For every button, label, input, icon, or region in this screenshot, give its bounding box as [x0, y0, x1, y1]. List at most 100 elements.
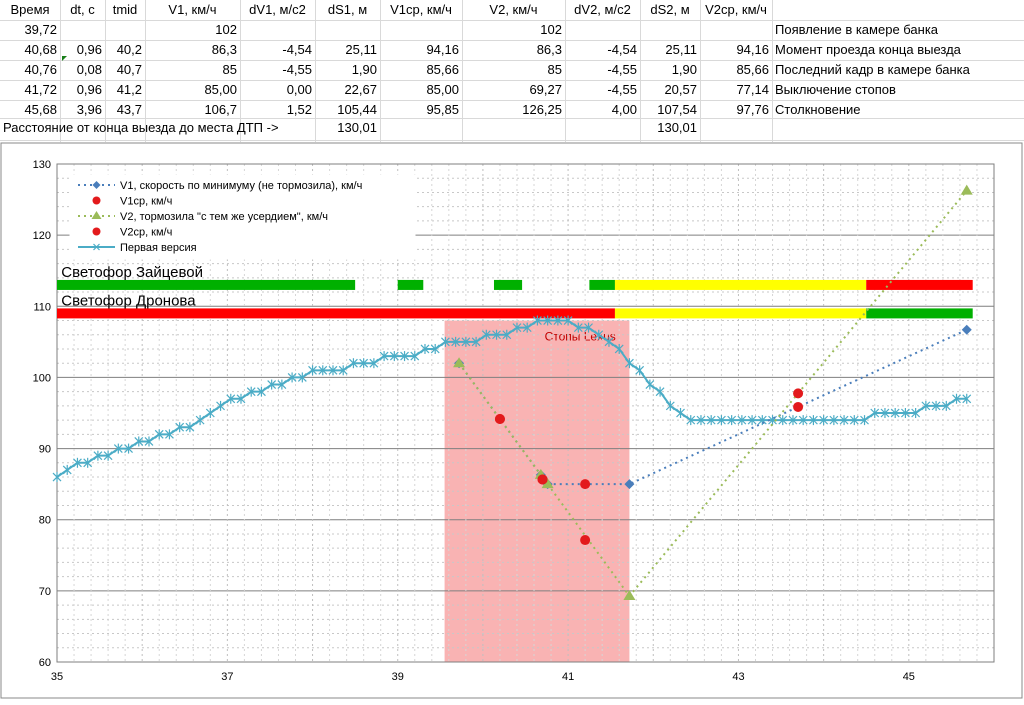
sheet-column-gridline [105, 0, 106, 142]
data-point-first [727, 415, 737, 426]
row-label-cell[interactable]: Столкновение [775, 102, 861, 117]
data-cell[interactable]: 94,16 [736, 42, 769, 57]
data-cell[interactable]: 1,90 [671, 62, 697, 77]
data-cell[interactable] [315, 20, 380, 40]
data-point-first [451, 336, 461, 347]
header-cell[interactable]: dV2, м/с2 [574, 2, 631, 17]
header-cell[interactable]: dt, с [70, 2, 95, 17]
data-cell[interactable]: 25,11 [345, 42, 377, 57]
data-point-first [165, 429, 174, 440]
data-cell[interactable]: 40,7 [116, 62, 142, 77]
header-cell[interactable]: V1ср, км/ч [390, 2, 452, 17]
data-cell[interactable]: 94,16 [426, 42, 459, 57]
data-cell[interactable]: 39,72 [24, 22, 57, 37]
summary-ds2-cell[interactable]: 130,01 [657, 120, 697, 135]
data-cell[interactable] [565, 20, 640, 40]
header-cell[interactable]: dV1, м/с2 [249, 2, 306, 17]
header-cell[interactable]: V1, км/ч [168, 2, 217, 17]
legend-marker [92, 196, 101, 205]
legend-entry-label: V1ср, км/ч [120, 196, 172, 208]
data-cell[interactable] [240, 20, 315, 40]
data-cell[interactable]: 45,68 [24, 102, 57, 117]
data-cell[interactable] [105, 20, 145, 40]
data-cell[interactable]: 4,00 [611, 102, 637, 117]
sheet-column-gridline [772, 0, 773, 142]
traffic-light-label: Светофор Дронова [61, 292, 196, 309]
data-cell[interactable]: 0,96 [76, 82, 102, 97]
cell-note-indicator [62, 56, 67, 61]
data-cell[interactable]: 107,54 [657, 102, 697, 117]
data-cell[interactable]: 102 [215, 22, 237, 37]
data-point-first [962, 393, 972, 404]
data-cell[interactable]: 1,90 [351, 62, 377, 77]
data-cell[interactable]: 25,11 [665, 42, 697, 57]
data-cell[interactable]: 106,7 [204, 102, 237, 117]
data-cell[interactable] [60, 20, 105, 40]
data-point-v1 [624, 479, 635, 490]
row-label-cell[interactable]: Момент проезда конца выезда [775, 42, 961, 57]
y-tick-label: 70 [39, 586, 51, 598]
summary-label-cell[interactable]: Расстояние от конца выезда до места ДТП … [3, 120, 279, 135]
data-cell[interactable]: 43,7 [116, 102, 142, 117]
data-cell[interactable]: 20,57 [664, 82, 697, 97]
data-cell[interactable]: 3,96 [76, 102, 102, 117]
data-point-first [226, 393, 236, 404]
data-point-first [73, 457, 82, 468]
data-cell[interactable]: 40,76 [24, 62, 57, 77]
data-point-first [573, 322, 583, 333]
data-point-first [706, 415, 716, 426]
data-cell[interactable]: -4,54 [607, 42, 637, 57]
header-cell[interactable]: Время [10, 2, 50, 17]
data-cell[interactable]: 85 [547, 62, 562, 77]
data-cell[interactable]: 69,27 [529, 82, 562, 97]
data-cell[interactable]: 97,76 [736, 102, 769, 117]
data-point-first [931, 400, 941, 411]
data-cell[interactable]: 85 [222, 62, 237, 77]
row-label-cell[interactable]: Последний кадр в камере банка [775, 62, 970, 77]
data-cell[interactable]: 41,2 [116, 82, 142, 97]
data-cell[interactable]: -4,55 [607, 62, 637, 77]
header-cell[interactable]: dS1, м [327, 2, 368, 17]
row-label-cell[interactable]: Выключение стопов [775, 82, 896, 97]
data-cell[interactable]: 40,2 [116, 42, 142, 57]
data-cell[interactable]: 126,25 [522, 102, 562, 117]
data-cell[interactable]: 105,44 [337, 102, 377, 117]
data-cell[interactable] [700, 20, 772, 40]
row-label-cell[interactable]: Появление в камере банка [775, 22, 939, 37]
y-tick-label: 100 [33, 372, 51, 384]
data-cell[interactable]: -4,55 [607, 82, 637, 97]
chart-area[interactable]: Стопы Lexus 60 70 80 90 100 110 120 130 35 37 39 41 4… [0, 142, 1024, 700]
header-cell[interactable]: V2ср, км/ч [705, 2, 767, 17]
header-cell[interactable]: tmid [112, 2, 138, 17]
data-cell[interactable]: 86,3 [211, 42, 237, 57]
data-point-first [246, 386, 256, 397]
data-point-v2avg [793, 388, 804, 399]
data-cell[interactable]: 0,08 [76, 62, 102, 77]
data-cell[interactable]: -4,54 [282, 42, 312, 57]
data-point-first [533, 315, 542, 326]
data-cell[interactable]: 22,67 [344, 82, 377, 97]
data-cell[interactable]: 95,85 [426, 102, 459, 117]
data-cell[interactable]: -4,55 [282, 62, 312, 77]
data-cell[interactable]: 0,96 [76, 42, 102, 57]
data-cell[interactable]: 77,14 [736, 82, 769, 97]
data-point-first [369, 358, 379, 369]
data-cell[interactable]: 85,66 [426, 62, 459, 77]
data-cell[interactable] [380, 20, 462, 40]
legend-entry-label: Первая версия [120, 242, 197, 254]
header-cell[interactable]: V2, км/ч [489, 2, 538, 17]
data-point-first [154, 429, 164, 440]
data-cell[interactable]: 85,00 [204, 82, 237, 97]
data-cell[interactable]: 0,00 [286, 82, 312, 97]
header-cell[interactable]: dS2, м [650, 2, 690, 17]
summary-ds1-cell[interactable]: 130,01 [337, 120, 377, 135]
data-cell[interactable]: 40,68 [24, 42, 57, 57]
data-cell[interactable]: 86,3 [536, 42, 562, 57]
data-cell[interactable]: 102 [540, 22, 562, 37]
data-cell[interactable]: 41,72 [24, 82, 57, 97]
data-cell[interactable]: 1,52 [286, 102, 312, 117]
data-cell[interactable]: 85,66 [736, 62, 769, 77]
data-cell[interactable]: 85,00 [426, 82, 459, 97]
data-cell[interactable] [640, 20, 700, 40]
data-point-first [788, 415, 798, 426]
